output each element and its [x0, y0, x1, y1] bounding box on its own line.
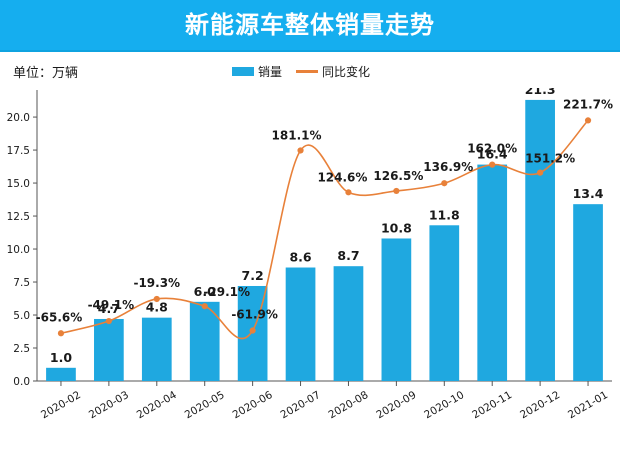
line-value-label: -65.6%	[36, 310, 83, 324]
y-axis: 0.0 2.5 5.0 7.5 10.0 12.5 15.0 17.5 20.0	[7, 90, 38, 388]
bar[interactable]	[333, 266, 364, 381]
line-value-label: 151.2%	[525, 152, 575, 166]
line-swatch-icon	[296, 70, 319, 73]
y-tick-label: 17.5	[7, 145, 30, 157]
line-value-label: -61.9%	[231, 308, 278, 322]
line-marker[interactable]	[345, 189, 352, 196]
y-tick-label: 15.0	[7, 178, 30, 190]
y-tick-label: 10.0	[7, 244, 30, 256]
line-marker[interactable]	[489, 161, 496, 168]
bar-value-label: 8.6	[289, 250, 311, 265]
line-value-label: -29.1%	[203, 285, 250, 299]
bar[interactable]	[285, 267, 316, 381]
legend-item-yoy[interactable]: 同比变化	[296, 63, 370, 80]
line-marker[interactable]	[57, 330, 65, 337]
bar-value-label: 6.0	[194, 284, 216, 299]
bar-value-label: 10.8	[381, 220, 412, 235]
bar[interactable]	[381, 238, 412, 381]
y-tick-label: 20.0	[7, 112, 30, 124]
header-band: 新能源车整体销量走势	[0, 0, 620, 52]
line-value-label: -19.3%	[133, 276, 180, 290]
y-tick-label: 0.0	[13, 376, 30, 388]
bar[interactable]	[573, 204, 603, 381]
bar-value-label: 11.8	[429, 207, 460, 222]
line-value-label: 221.7%	[563, 97, 613, 111]
x-axis	[37, 380, 612, 386]
line-marker[interactable]	[441, 180, 448, 187]
line-value-label: -49.1%	[88, 298, 135, 312]
bar-value-label: 4.7	[98, 301, 120, 316]
line-value-label: 181.1%	[272, 128, 322, 142]
line-value-label: 136.9%	[423, 160, 473, 174]
line-value-label: 162.0%	[467, 142, 517, 156]
y-tick-label: 2.5	[13, 343, 30, 355]
line-value-label: 124.6%	[317, 170, 367, 184]
chart-legend: 销量 同比变化	[232, 63, 370, 80]
bar[interactable]	[94, 318, 124, 381]
bar[interactable]	[189, 301, 220, 381]
bar[interactable]	[141, 317, 172, 381]
line-value-labels: -65.6% -49.1% -19.3% -29.1% -61.9% 181.1% 124.…	[36, 97, 613, 324]
chart-canvas: 0.0 2.5 5.0 7.5 10.0 12.5 15.0 17.5 20.0 1.0 4.7 4.…	[7, 88, 613, 388]
bar[interactable]	[46, 367, 76, 381]
bar[interactable]	[429, 225, 460, 381]
x-axis-tick-labels: 2020-02 2020-03 2020-04 2020-05 2020-06 2020-…	[0, 383, 620, 427]
bar[interactable]	[525, 99, 555, 381]
bar-value-label: 16.4	[477, 147, 508, 162]
page-title: 新能源车整体销量走势	[185, 11, 435, 39]
legend-label-sales: 销量	[258, 65, 283, 79]
bar-value-label: 21.3	[525, 88, 556, 97]
bar[interactable]	[477, 164, 508, 381]
bar-swatch-icon	[232, 67, 254, 76]
y-tick-label: 7.5	[13, 277, 30, 289]
y-tick-label: 12.5	[7, 211, 30, 223]
line-marker[interactable]	[201, 303, 208, 310]
legend-item-sales[interactable]: 销量	[232, 63, 282, 80]
bar-value-label: 4.8	[146, 300, 168, 315]
line-marker[interactable]	[105, 317, 112, 325]
legend-label-yoy: 同比变化	[322, 65, 371, 79]
line-marker[interactable]	[249, 327, 256, 334]
unit-label: 单位：万辆	[13, 66, 79, 81]
plot-area: 0.0 2.5 5.0 7.5 10.0 12.5 15.0 17.5 20.0 1.0 4.7 4.…	[0, 88, 620, 400]
bar-value-label: 13.4	[573, 186, 604, 201]
bar-series-sales: 1.0 4.7 4.8 6.0 7.2 8.6 8.7 10.8 11.8 16.4 21.3 13.…	[46, 88, 604, 381]
line-marker[interactable]	[584, 117, 592, 124]
line-marker[interactable]	[153, 295, 160, 303]
line-marker[interactable]	[393, 187, 400, 195]
y-tick-label: 5.0	[13, 310, 30, 322]
bar-value-label: 8.7	[337, 248, 359, 263]
bar-value-label: 7.2	[242, 268, 264, 283]
line-marker[interactable]	[537, 169, 544, 176]
line-marker[interactable]	[297, 147, 304, 154]
line-series-yoy	[57, 117, 592, 340]
line-value-label: 126.5%	[373, 169, 423, 183]
bar-value-label: 1.0	[50, 350, 72, 365]
